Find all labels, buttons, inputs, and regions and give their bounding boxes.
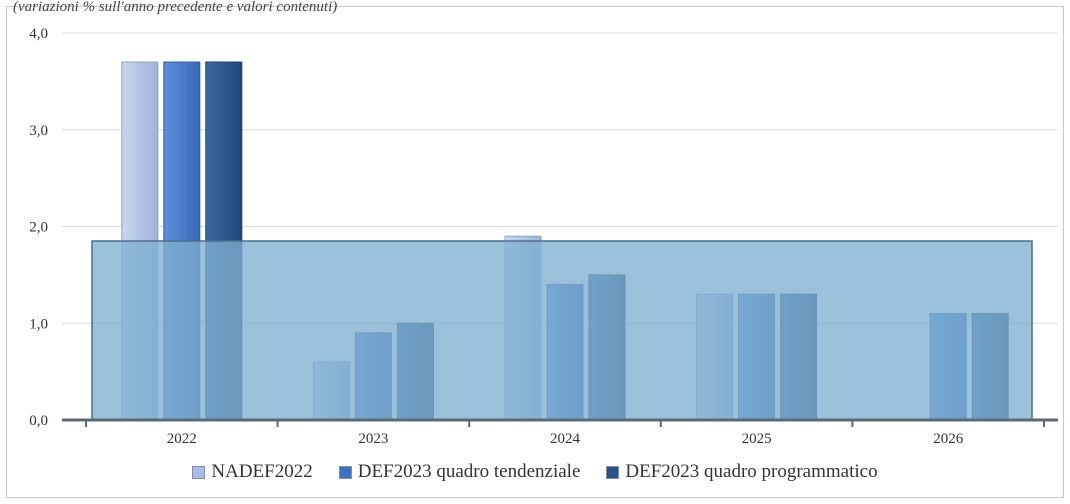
legend-swatch: [606, 465, 620, 479]
legend-item: DEF2023 quadro programmatico: [606, 461, 878, 483]
legend-swatch: [338, 465, 352, 479]
legend-swatch: [192, 465, 206, 479]
y-tick-label: 2,0: [29, 220, 48, 236]
y-axis-ticks: 0,0 1,0 2,0 3,0 4,0: [29, 26, 48, 429]
legend-label: DEF2023 quadro programmatico: [625, 461, 878, 482]
chart-frame: (variazioni % sull'anno precedente e val…: [6, 0, 1064, 498]
x-tick-label: 2023: [358, 431, 388, 447]
legend: NADEF2022 DEF2023 quadro tendenziale DEF20…: [0, 461, 1070, 483]
y-tick-label: 4,0: [29, 26, 48, 42]
chart-subtitle: (variazioni % sull'anno precedente e val…: [13, 0, 338, 15]
x-tick-label: 2022: [167, 431, 197, 447]
legend-label: NADEF2022: [211, 461, 313, 482]
x-axis-ticks: 2022 2023 2024 2025 2026: [85, 420, 1045, 447]
x-tick-label: 2024: [550, 431, 581, 447]
legend-item: DEF2023 quadro tendenziale: [338, 461, 581, 483]
legend-label: DEF2023 quadro tendenziale: [357, 461, 581, 482]
average-band: [91, 240, 1033, 421]
y-tick-label: 3,0: [29, 123, 48, 139]
y-tick-label: 1,0: [29, 316, 48, 332]
legend-item: NADEF2022: [192, 461, 313, 483]
x-tick-label: 2026: [933, 431, 964, 447]
x-tick-label: 2025: [742, 431, 772, 447]
y-tick-label: 0,0: [29, 413, 48, 429]
